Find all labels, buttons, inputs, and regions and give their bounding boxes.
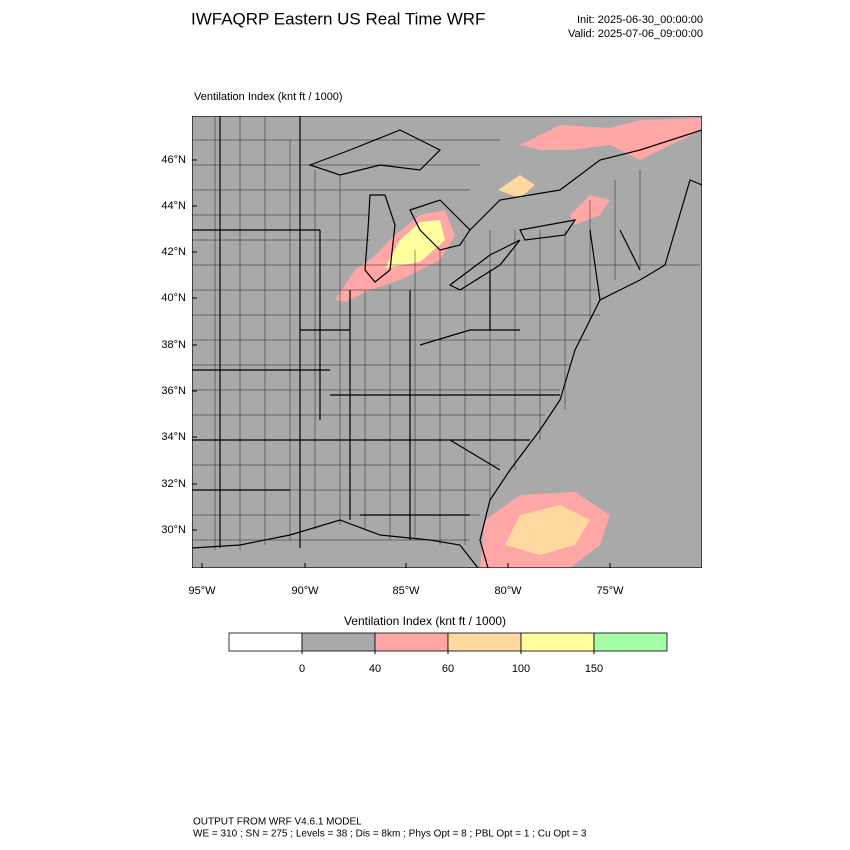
footer-line: OUTPUT FROM WRF V4.6.1 MODEL	[193, 817, 362, 828]
lat-label: 46°N	[161, 154, 186, 166]
lat-label: 38°N	[161, 339, 186, 351]
lat-label: 44°N	[161, 200, 186, 212]
lon-label: 85°W	[392, 585, 420, 597]
colorbar-tick-label: 150	[585, 663, 603, 675]
lat-label: 36°N	[161, 385, 186, 397]
map	[192, 116, 702, 568]
lat-label: 40°N	[161, 292, 186, 304]
colorbar-tick-label: 60	[442, 663, 454, 675]
boundaries	[192, 116, 702, 568]
colorbar-box	[447, 632, 522, 652]
county-grid	[192, 116, 700, 550]
colorbar-box	[301, 632, 376, 652]
ventilation-shading	[335, 118, 702, 568]
title: IWFAQRP Eastern US Real Time WRF	[191, 9, 485, 28]
lon-label: 75°W	[596, 585, 624, 597]
lon-label: 80°W	[494, 585, 522, 597]
valid-time: Valid: 2025-07-06_09:00:00	[568, 28, 703, 40]
colorbar-box	[593, 632, 668, 652]
footer-line: WE = 310 ; SN = 275 ; Levels = 38 ; Dis …	[193, 829, 587, 840]
lat-label: 32°N	[161, 478, 186, 490]
colorbar-tick-label: 100	[512, 663, 530, 675]
lat-label: 30°N	[161, 524, 186, 536]
lon-label: 90°W	[291, 585, 319, 597]
map-background	[192, 116, 702, 568]
colorbar-title: Ventilation Index (knt ft / 1000)	[344, 614, 506, 628]
init-time: Init: 2025-06-30_00:00:00	[577, 14, 703, 26]
lon-label: 95°W	[188, 585, 216, 597]
colorbar-box	[520, 632, 595, 652]
colorbar-box	[228, 632, 303, 652]
lat-label: 42°N	[161, 246, 186, 258]
colorbar: 0 40 60 100 150	[228, 632, 668, 675]
colorbar-tick-label: 0	[299, 663, 305, 675]
map-title: Ventilation Index (knt ft / 1000)	[194, 91, 343, 103]
colorbar-box	[374, 632, 449, 652]
colorbar-tick-label: 40	[369, 663, 381, 675]
lat-label: 34°N	[161, 431, 186, 443]
